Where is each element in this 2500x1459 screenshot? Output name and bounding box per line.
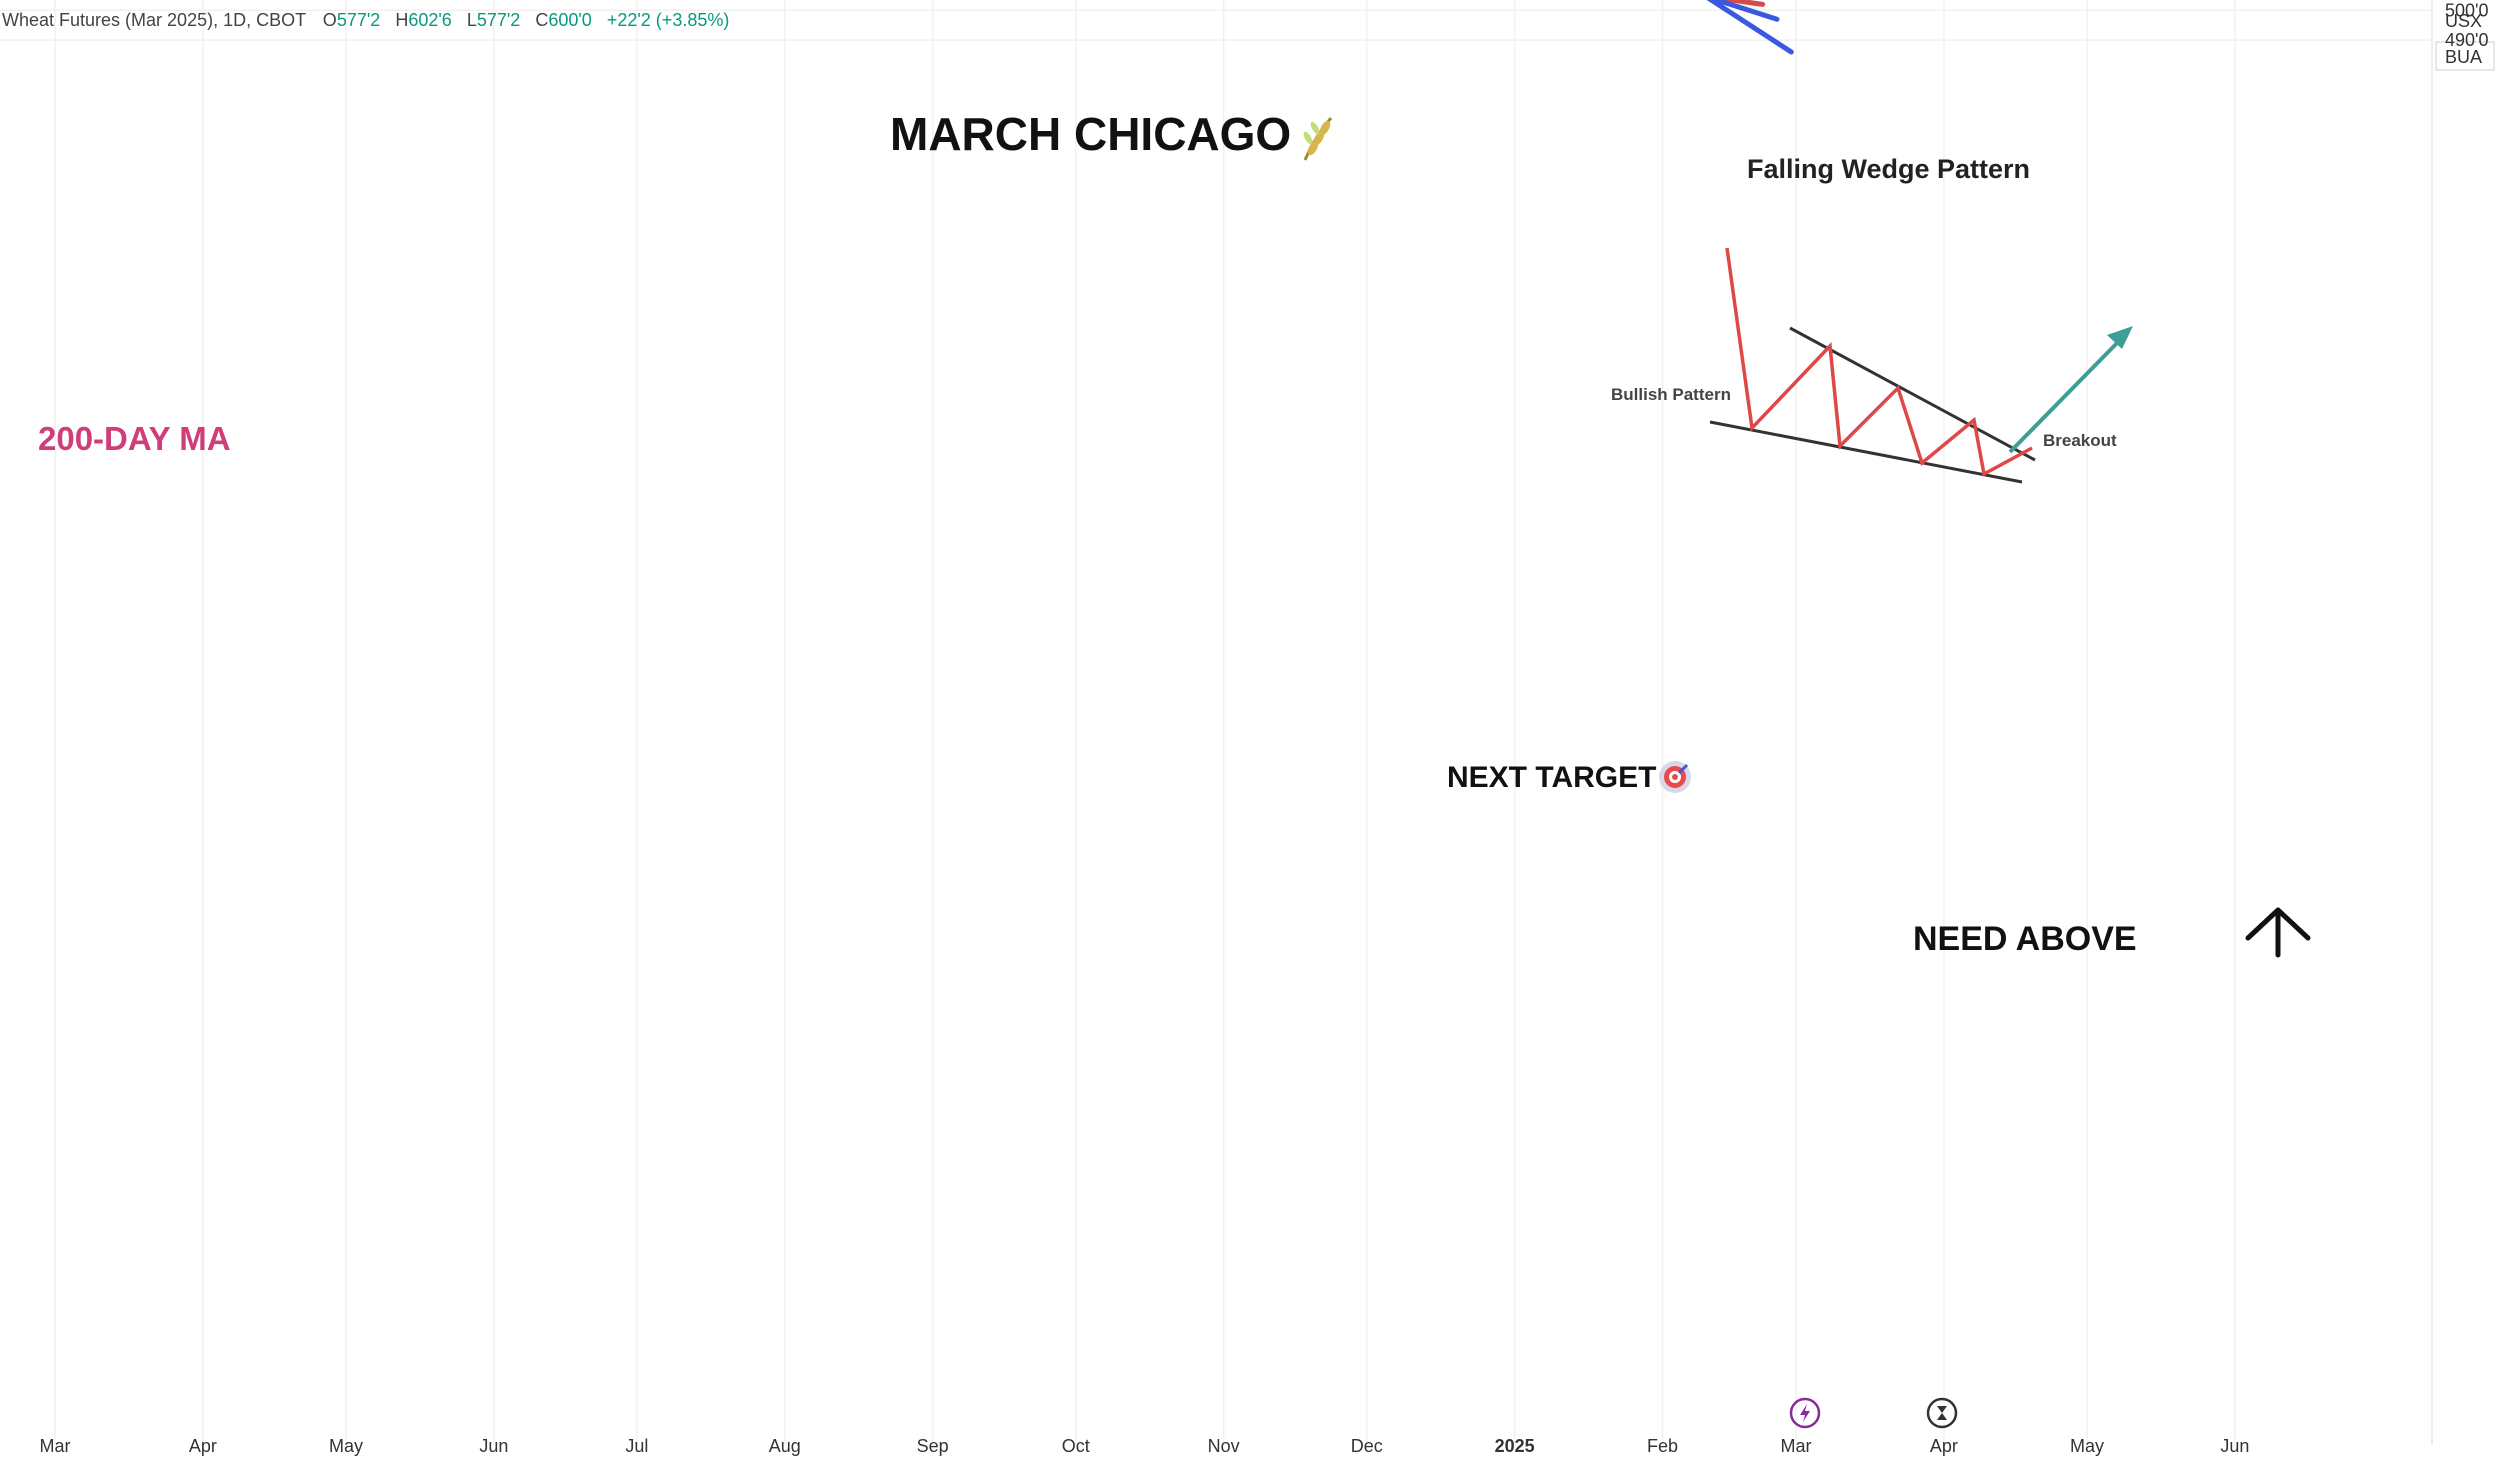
currency-label: USX	[2445, 11, 2482, 31]
x-tick-labels: Mar Apr May Jun Jul Aug Sep Oct Nov Dec 2025 Feb Mar…	[40, 1436, 2250, 1456]
symbol-header: Wheat Futures (Mar 2025), 1D, CBOT O577'…	[2, 10, 729, 30]
x-tick-label: May	[329, 1436, 363, 1456]
need-above-label: NEED ABOVE	[1913, 920, 2137, 958]
y-tick-label: 500'0	[2445, 0, 2488, 20]
low-value: 577'2	[477, 10, 520, 30]
x-tick-label: Oct	[1062, 1436, 1090, 1456]
arrow-up-icon	[2245, 907, 2311, 958]
flash-icon[interactable]	[1789, 1397, 1821, 1429]
inset-left-label: Bullish Pattern	[1611, 385, 1731, 404]
ma-label: 200-DAY MA	[38, 420, 231, 457]
x-tick-label: Mar	[1781, 1436, 1812, 1456]
high-label: H	[395, 10, 408, 30]
x-tick-label: Nov	[1208, 1436, 1240, 1456]
x-tick-label: Apr	[189, 1436, 217, 1456]
x-tick-label: Jun	[2220, 1436, 2249, 1456]
open-value: 577'2	[337, 10, 380, 30]
open-label: O	[323, 10, 337, 30]
x-tick-label: May	[2070, 1436, 2104, 1456]
trendline-lower-support	[1713, 0, 1766, 7]
x-tick-label: Sep	[917, 1436, 949, 1456]
close-value: 600'0	[548, 10, 591, 30]
x-tick-label: Mar	[40, 1436, 71, 1456]
change-value: +22'2 (+3.85%)	[607, 10, 730, 30]
x-tick-label: Dec	[1351, 1436, 1383, 1456]
high-value: 602'6	[408, 10, 451, 30]
wheat-icon	[1303, 117, 1333, 161]
chart-grid	[0, 0, 2432, 1445]
chart-title: MARCH CHICAGO	[890, 108, 1291, 160]
symbol-name: Wheat Futures (Mar 2025), 1D, CBOT	[2, 10, 306, 30]
price-axis[interactable]: USX BUA 490'0500'0510'0520'0530'0540'055…	[2431, 0, 2495, 1445]
falling-wedge-inset: Falling Wedge Pattern Bullish Pattern Br…	[1611, 154, 2133, 484]
inset-title: Falling Wedge Pattern	[1747, 154, 2030, 184]
target-icon	[1659, 761, 1691, 793]
y-tick-labels: 490'0500'0510'0520'0530'0540'0550'0560'0…	[2445, 0, 2488, 50]
y-tick-label: 490'0	[2445, 30, 2488, 50]
close-label: C	[535, 10, 548, 30]
x-tick-label: Feb	[1647, 1436, 1678, 1456]
svg-text:Wheat Futures (Mar 2025), 1D,: Wheat Futures (Mar 2025), 1D, CBOT O577'…	[2, 10, 729, 30]
next-target-label: NEXT TARGET	[1447, 761, 1656, 794]
x-tick-label: Jun	[479, 1436, 508, 1456]
inset-right-label: Breakout	[2043, 431, 2117, 450]
hourglass-icon[interactable]	[1926, 1397, 1958, 1429]
x-tick-label: 2025	[1495, 1436, 1535, 1456]
low-label: L	[467, 10, 477, 30]
x-tick-label: Jul	[625, 1436, 648, 1456]
x-tick-label: Aug	[769, 1436, 801, 1456]
x-tick-label: Apr	[1930, 1436, 1958, 1456]
unit-label: BUA	[2445, 47, 2482, 67]
